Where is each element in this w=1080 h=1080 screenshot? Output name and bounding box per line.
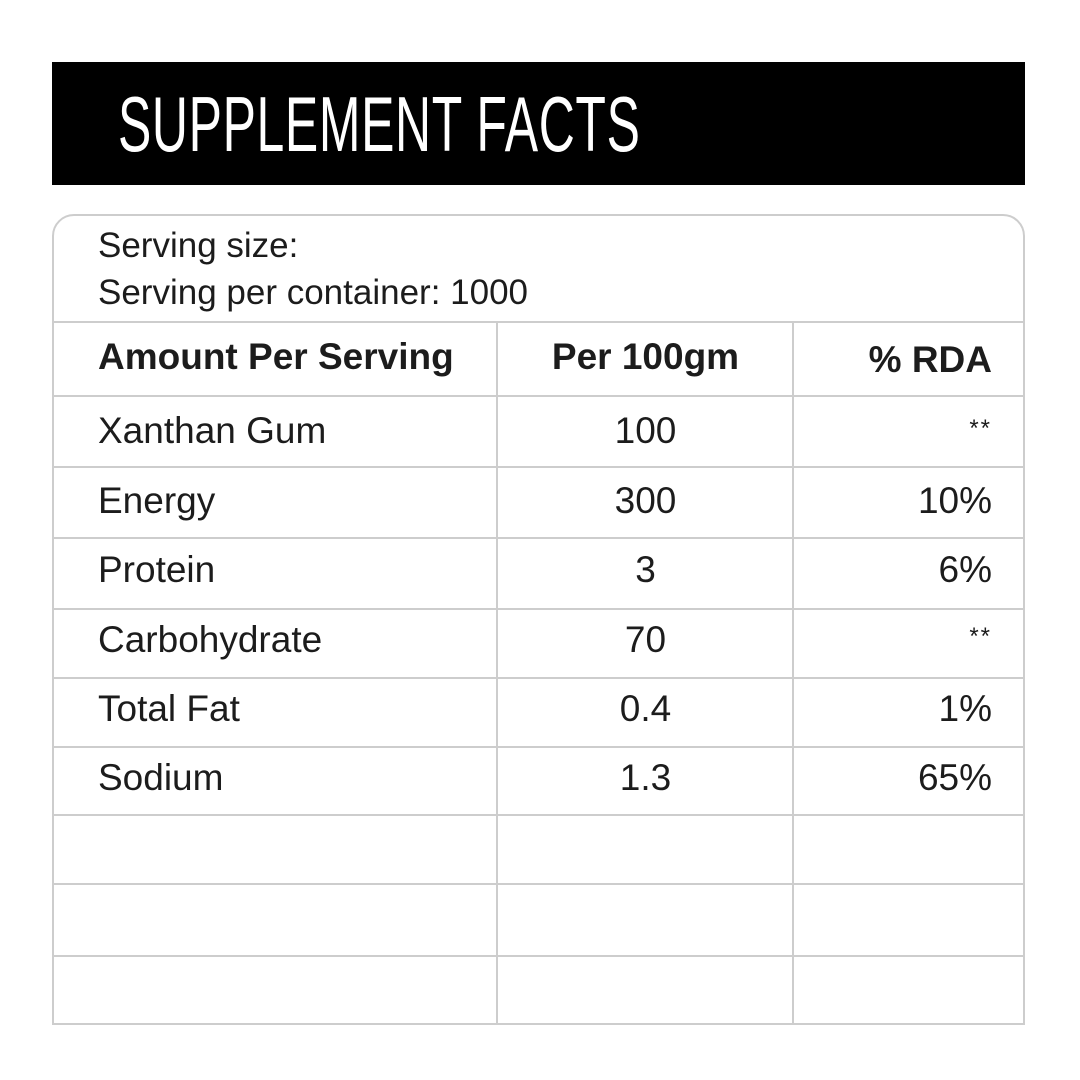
grid-line [52, 677, 1025, 679]
grid-line [52, 608, 1025, 610]
row-amount: 100 [614, 410, 677, 451]
row-amount: 300 [614, 480, 677, 521]
header-per-100gm: Per 100gm [551, 336, 740, 377]
grid-column-divider [792, 322, 794, 1025]
row-amount: 0.4 [619, 688, 672, 729]
row-rda: 1% [938, 688, 992, 729]
row-rda: ** [969, 623, 992, 650]
row-nutrient: Xanthan Gum [98, 410, 327, 451]
facts-box [52, 214, 1025, 1025]
grid-line [52, 746, 1025, 748]
row-nutrient: Total Fat [98, 688, 240, 729]
serving-per-container-label: Serving per container: 1000 [98, 273, 528, 312]
grid-line [52, 466, 1025, 468]
grid-line [52, 537, 1025, 539]
header-rda: % RDA [868, 339, 992, 380]
row-amount: 1.3 [619, 757, 672, 798]
row-nutrient: Sodium [98, 757, 224, 798]
header-amount-per-serving: Amount Per Serving [98, 336, 454, 377]
row-rda: 65% [917, 757, 992, 798]
row-rda: 10% [917, 480, 992, 521]
grid-line [52, 814, 1025, 816]
row-amount: 70 [624, 619, 667, 660]
row-rda: 6% [938, 549, 992, 590]
row-rda: ** [969, 415, 992, 442]
row-nutrient: Protein [98, 549, 216, 590]
row-nutrient: Carbohydrate [98, 619, 323, 660]
page-title: SUPPLEMENT FACTS [118, 80, 641, 168]
title-bar [52, 62, 1025, 185]
grid-line [52, 395, 1025, 397]
grid-line [52, 883, 1025, 885]
grid-line [52, 955, 1025, 957]
row-nutrient: Energy [98, 480, 216, 521]
grid-line [52, 321, 1025, 323]
grid-column-divider [496, 322, 498, 1025]
row-amount: 3 [635, 549, 656, 590]
serving-size-label: Serving size: [98, 226, 299, 265]
